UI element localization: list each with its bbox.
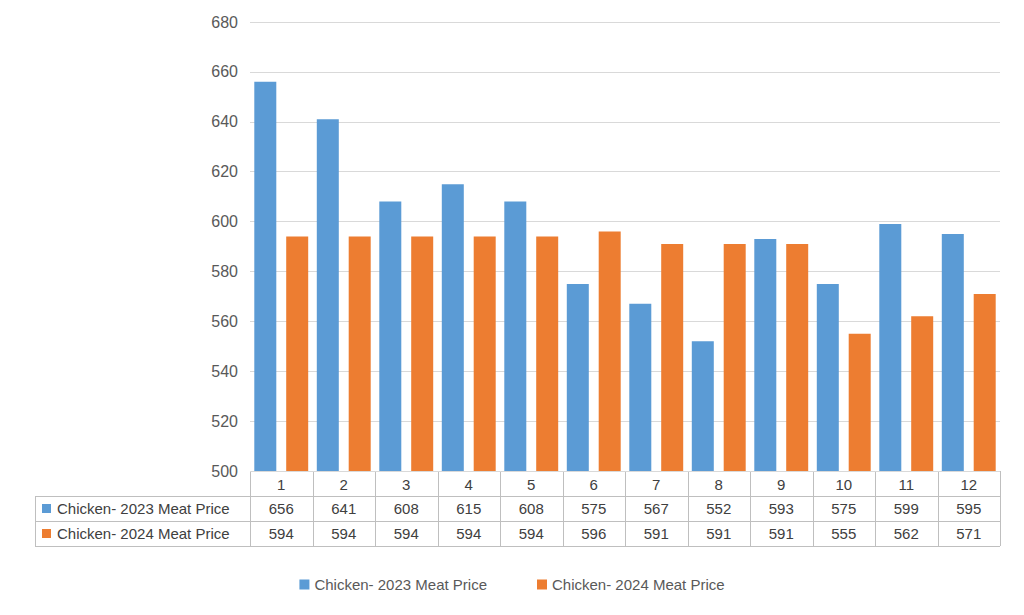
svg-text:591: 591 [706, 525, 731, 542]
svg-text:4: 4 [465, 476, 473, 493]
svg-text:567: 567 [644, 500, 669, 517]
svg-text:10: 10 [835, 476, 852, 493]
svg-text:680: 680 [211, 14, 238, 31]
svg-text:Chicken- 2024 Meat Price: Chicken- 2024 Meat Price [552, 576, 725, 593]
svg-text:594: 594 [269, 525, 294, 542]
svg-text:615: 615 [456, 500, 481, 517]
svg-text:594: 594 [331, 525, 356, 542]
svg-text:608: 608 [519, 500, 544, 517]
svg-text:11: 11 [898, 476, 914, 493]
svg-text:594: 594 [456, 525, 481, 542]
svg-text:596: 596 [581, 525, 606, 542]
svg-text:2: 2 [340, 476, 348, 493]
svg-text:595: 595 [956, 500, 981, 517]
svg-text:552: 552 [706, 500, 731, 517]
svg-text:Chicken- 2023 Meat Price: Chicken- 2023 Meat Price [57, 500, 230, 517]
svg-text:591: 591 [769, 525, 794, 542]
svg-text:540: 540 [211, 363, 238, 380]
svg-text:562: 562 [894, 525, 919, 542]
svg-text:608: 608 [394, 500, 419, 517]
svg-text:520: 520 [211, 413, 238, 430]
svg-text:3: 3 [402, 476, 410, 493]
svg-text:Chicken- 2024 Meat Price: Chicken- 2024 Meat Price [57, 525, 230, 542]
svg-text:555: 555 [831, 525, 856, 542]
svg-text:660: 660 [211, 63, 238, 80]
svg-text:593: 593 [769, 500, 794, 517]
svg-text:600: 600 [211, 213, 238, 230]
svg-text:6: 6 [590, 476, 598, 493]
svg-text:591: 591 [644, 525, 669, 542]
svg-text:599: 599 [894, 500, 919, 517]
svg-text:640: 640 [211, 113, 238, 130]
svg-text:8: 8 [715, 476, 723, 493]
svg-text:620: 620 [211, 163, 238, 180]
svg-text:575: 575 [581, 500, 606, 517]
svg-text:9: 9 [777, 476, 785, 493]
svg-text:571: 571 [956, 525, 981, 542]
svg-text:641: 641 [331, 500, 356, 517]
svg-text:500: 500 [211, 463, 238, 480]
svg-text:560: 560 [211, 313, 238, 330]
svg-text:594: 594 [394, 525, 419, 542]
svg-text:12: 12 [960, 476, 977, 493]
svg-text:656: 656 [269, 500, 294, 517]
svg-text:7: 7 [652, 476, 660, 493]
svg-text:5: 5 [527, 476, 535, 493]
svg-text:575: 575 [831, 500, 856, 517]
svg-text:580: 580 [211, 263, 238, 280]
svg-text:594: 594 [519, 525, 544, 542]
svg-text:Chicken- 2023 Meat Price: Chicken- 2023 Meat Price [314, 576, 487, 593]
svg-text:1: 1 [277, 476, 285, 493]
